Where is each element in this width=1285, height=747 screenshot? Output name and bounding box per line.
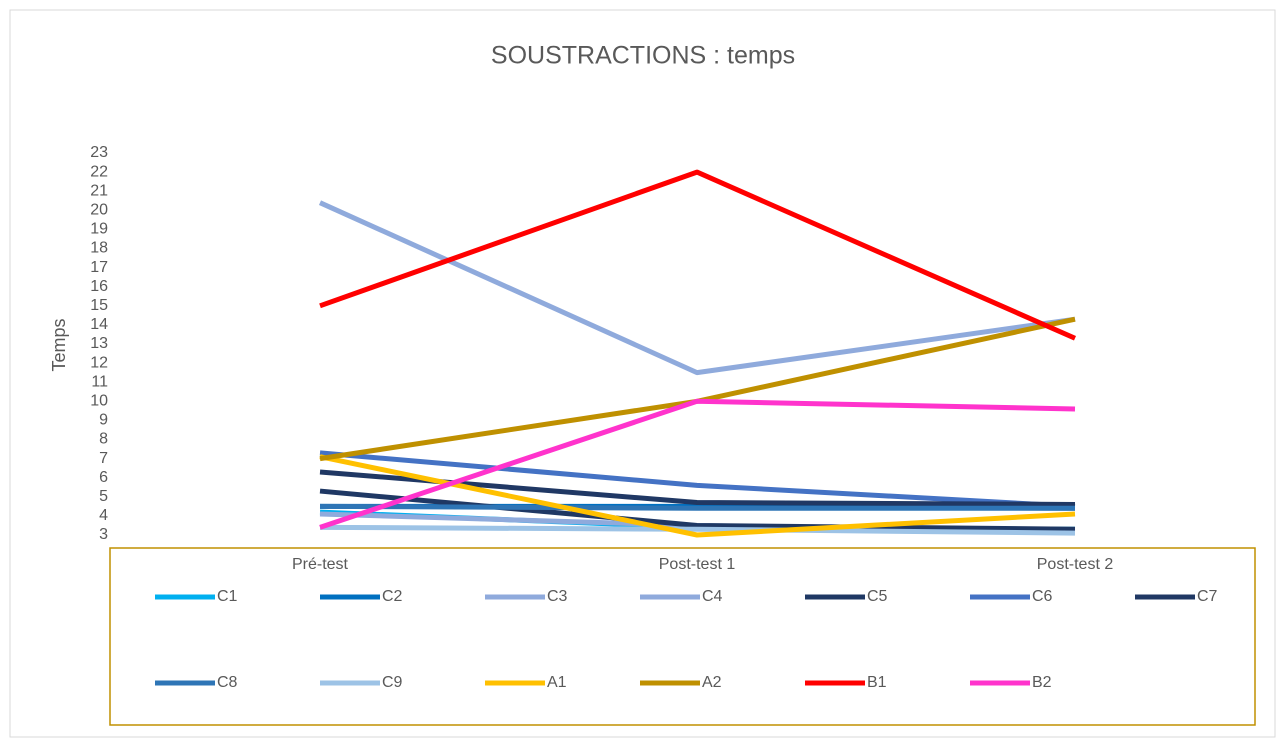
y-tick-label: 14 [90, 316, 108, 333]
y-tick-label: 19 [90, 221, 108, 238]
series-line [319, 450, 1076, 509]
chart-border [9, 9, 1276, 738]
y-tick-label: 15 [90, 297, 108, 314]
legend-label: C5 [867, 588, 888, 605]
y-tick-label: 16 [90, 278, 108, 295]
series-line [319, 169, 1077, 341]
y-tick-label: 22 [90, 163, 108, 180]
series-line [319, 524, 1076, 536]
y-tick-label: 21 [90, 182, 108, 199]
legend-label: C9 [382, 674, 403, 691]
y-tick-label: 12 [90, 354, 108, 371]
x-tick-label: Post-test 2 [1037, 556, 1114, 573]
y-tick-label: 23 [90, 144, 108, 161]
y-tick-label: 9 [99, 412, 108, 429]
legend-label: C3 [547, 588, 568, 605]
legend-label: A1 [547, 674, 567, 691]
x-tick-label: Pré-test [292, 556, 349, 573]
y-tick-label: 18 [90, 240, 108, 257]
chart-title: SOUSTRACTIONS : temps [491, 42, 795, 70]
x-tick-label: Post-test 1 [659, 556, 736, 573]
legend-label: C8 [217, 674, 238, 691]
legend-label: C1 [217, 588, 238, 605]
series-line [319, 398, 1076, 530]
y-tick-label: 3 [99, 526, 108, 543]
y-tick-label: 5 [99, 488, 108, 505]
y-tick-label: 13 [90, 335, 108, 352]
series-line [319, 488, 1076, 532]
legend-label: C7 [1197, 588, 1218, 605]
legend-label: B2 [1032, 674, 1052, 691]
y-axis-title: Temps [49, 318, 69, 371]
legend-box [109, 547, 1256, 726]
y-tick-label: 6 [99, 469, 108, 486]
y-tick-label: 20 [90, 202, 108, 219]
legend-label: C2 [382, 588, 403, 605]
legend-label: A2 [702, 674, 722, 691]
y-tick-label: 17 [90, 259, 108, 276]
series-line [319, 503, 1075, 511]
y-tick-label: 7 [99, 450, 108, 467]
y-tick-label: 10 [90, 393, 108, 410]
legend-label: C6 [1032, 588, 1053, 605]
legend-label: B1 [867, 674, 887, 691]
y-tick-label: 11 [91, 373, 108, 390]
y-tick-label: 8 [99, 431, 108, 448]
y-tick-label: 4 [99, 507, 108, 524]
legend-label: C4 [702, 588, 723, 605]
